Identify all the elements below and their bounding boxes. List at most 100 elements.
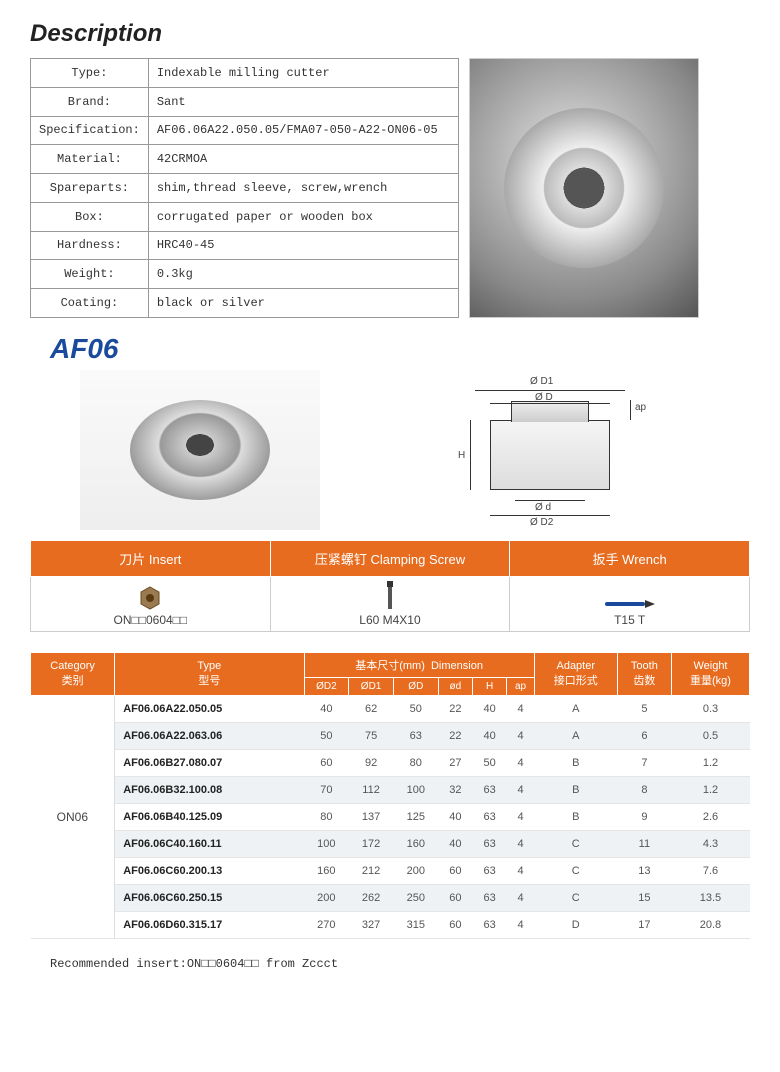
dimension-row: AF06.06C40.160.11 100 172 160 40 63 4 C … xyxy=(31,831,750,858)
cell-d: 200 xyxy=(393,858,438,885)
cell-sd: 27 xyxy=(438,750,472,777)
col-adapter: Adapter接口形式 xyxy=(534,653,617,696)
cell-tooth: 5 xyxy=(617,696,671,723)
desc-label: Hardness: xyxy=(31,231,149,260)
cell-d2: 50 xyxy=(304,723,349,750)
cell-type: AF06.06A22.050.05 xyxy=(115,696,304,723)
dim-ap: ap xyxy=(635,402,646,413)
cell-h: 40 xyxy=(473,696,507,723)
col-type: Type型号 xyxy=(115,653,304,696)
page-title: Description xyxy=(30,20,750,48)
col-sub: H xyxy=(473,678,507,696)
description-row: Coating:black or silver xyxy=(31,289,459,318)
cell-ap: 4 xyxy=(507,858,534,885)
col-sub: ØD2 xyxy=(304,678,349,696)
cell-d: 250 xyxy=(393,885,438,912)
desc-value: Sant xyxy=(148,87,458,116)
dim-d: Ø D xyxy=(535,392,553,403)
cell-d2: 60 xyxy=(304,750,349,777)
cell-sd: 40 xyxy=(438,804,472,831)
dim-sd: Ø d xyxy=(535,502,551,513)
col-dimension: 基本尺寸(mm) Dimension xyxy=(304,653,534,678)
desc-label: Coating: xyxy=(31,289,149,318)
cell-type: AF06.06B27.080.07 xyxy=(115,750,304,777)
recommended-insert-note: Recommended insert:ON□□0604□□ from Zccct xyxy=(50,957,750,971)
cell-tooth: 9 xyxy=(617,804,671,831)
cell-d1: 112 xyxy=(349,777,394,804)
cell-type: AF06.06A22.063.06 xyxy=(115,723,304,750)
description-row: Box:corrugated paper or wooden box xyxy=(31,202,459,231)
dimension-table: Category类别 Type型号 基本尺寸(mm) Dimension Ada… xyxy=(30,652,750,939)
cell-weight: 1.2 xyxy=(671,777,749,804)
cell-adapter: A xyxy=(534,696,617,723)
cell-adapter: B xyxy=(534,750,617,777)
cell-sd: 32 xyxy=(438,777,472,804)
desc-label: Box: xyxy=(31,202,149,231)
cell-adapter: D xyxy=(534,912,617,939)
desc-label: Weight: xyxy=(31,260,149,289)
cell-ap: 4 xyxy=(507,804,534,831)
cell-d2: 80 xyxy=(304,804,349,831)
cell-adapter: B xyxy=(534,777,617,804)
cell-d1: 212 xyxy=(349,858,394,885)
desc-value: corrugated paper or wooden box xyxy=(148,202,458,231)
cell-d: 125 xyxy=(393,804,438,831)
cell-h: 50 xyxy=(473,750,507,777)
description-section: Type:Indexable milling cutterBrand:SantS… xyxy=(30,58,750,318)
cell-h: 63 xyxy=(473,777,507,804)
cell-weight: 2.6 xyxy=(671,804,749,831)
cell-h: 63 xyxy=(473,831,507,858)
cell-d1: 172 xyxy=(349,831,394,858)
desc-value: AF06.06A22.050.05/FMA07-050-A22-ON06-05 xyxy=(148,116,458,145)
technical-drawing: Ø D1 Ø D ap H Ø d Ø D2 xyxy=(420,370,700,530)
cell-d1: 92 xyxy=(349,750,394,777)
col-sub: ØD1 xyxy=(349,678,394,696)
cell-adapter: C xyxy=(534,885,617,912)
description-row: Brand:Sant xyxy=(31,87,459,116)
category-cell: ON06 xyxy=(31,696,115,939)
description-table: Type:Indexable milling cutterBrand:SantS… xyxy=(30,58,459,318)
cell-type: AF06.06B32.100.08 xyxy=(115,777,304,804)
desc-label: Spareparts: xyxy=(31,174,149,203)
cell-tooth: 13 xyxy=(617,858,671,885)
col-weight: Weight重量(kg) xyxy=(671,653,749,696)
cell-d1: 262 xyxy=(349,885,394,912)
dimension-row: AF06.06D60.315.17 270 327 315 60 63 4 D … xyxy=(31,912,750,939)
cell-ap: 4 xyxy=(507,831,534,858)
cell-d1: 75 xyxy=(349,723,394,750)
cell-h: 63 xyxy=(473,885,507,912)
cell-ap: 4 xyxy=(507,750,534,777)
cell-ap: 4 xyxy=(507,885,534,912)
cutter-render xyxy=(80,370,320,530)
col-category: Category类别 xyxy=(31,653,115,696)
col-tooth: Tooth齿数 xyxy=(617,653,671,696)
cell-sd: 22 xyxy=(438,723,472,750)
cell-tooth: 8 xyxy=(617,777,671,804)
cell-d2: 270 xyxy=(304,912,349,939)
cell-adapter: B xyxy=(534,804,617,831)
parts-header: 压紧螺钉 Clamping Screw xyxy=(270,541,510,577)
cell-h: 63 xyxy=(473,912,507,939)
cell-tooth: 17 xyxy=(617,912,671,939)
cell-h: 40 xyxy=(473,723,507,750)
cell-weight: 13.5 xyxy=(671,885,749,912)
cell-weight: 0.3 xyxy=(671,696,749,723)
cell-d2: 160 xyxy=(304,858,349,885)
desc-value: Indexable milling cutter xyxy=(148,59,458,88)
cell-tooth: 7 xyxy=(617,750,671,777)
dimension-row: AF06.06C60.250.15 200 262 250 60 63 4 C … xyxy=(31,885,750,912)
desc-value: 0.3kg xyxy=(148,260,458,289)
cell-adapter: A xyxy=(534,723,617,750)
dimension-row: AF06.06B32.100.08 70 112 100 32 63 4 B 8… xyxy=(31,777,750,804)
cell-tooth: 11 xyxy=(617,831,671,858)
cell-h: 63 xyxy=(473,858,507,885)
cell-adapter: C xyxy=(534,831,617,858)
dim-h: H xyxy=(458,450,465,461)
cell-weight: 0.5 xyxy=(671,723,749,750)
product-photo xyxy=(469,58,699,318)
description-row: Specification:AF06.06A22.050.05/FMA07-05… xyxy=(31,116,459,145)
cell-h: 63 xyxy=(473,804,507,831)
cell-d2: 200 xyxy=(304,885,349,912)
parts-header: 刀片 Insert xyxy=(31,541,271,577)
parts-value: ON□□0604□□ xyxy=(31,577,271,632)
